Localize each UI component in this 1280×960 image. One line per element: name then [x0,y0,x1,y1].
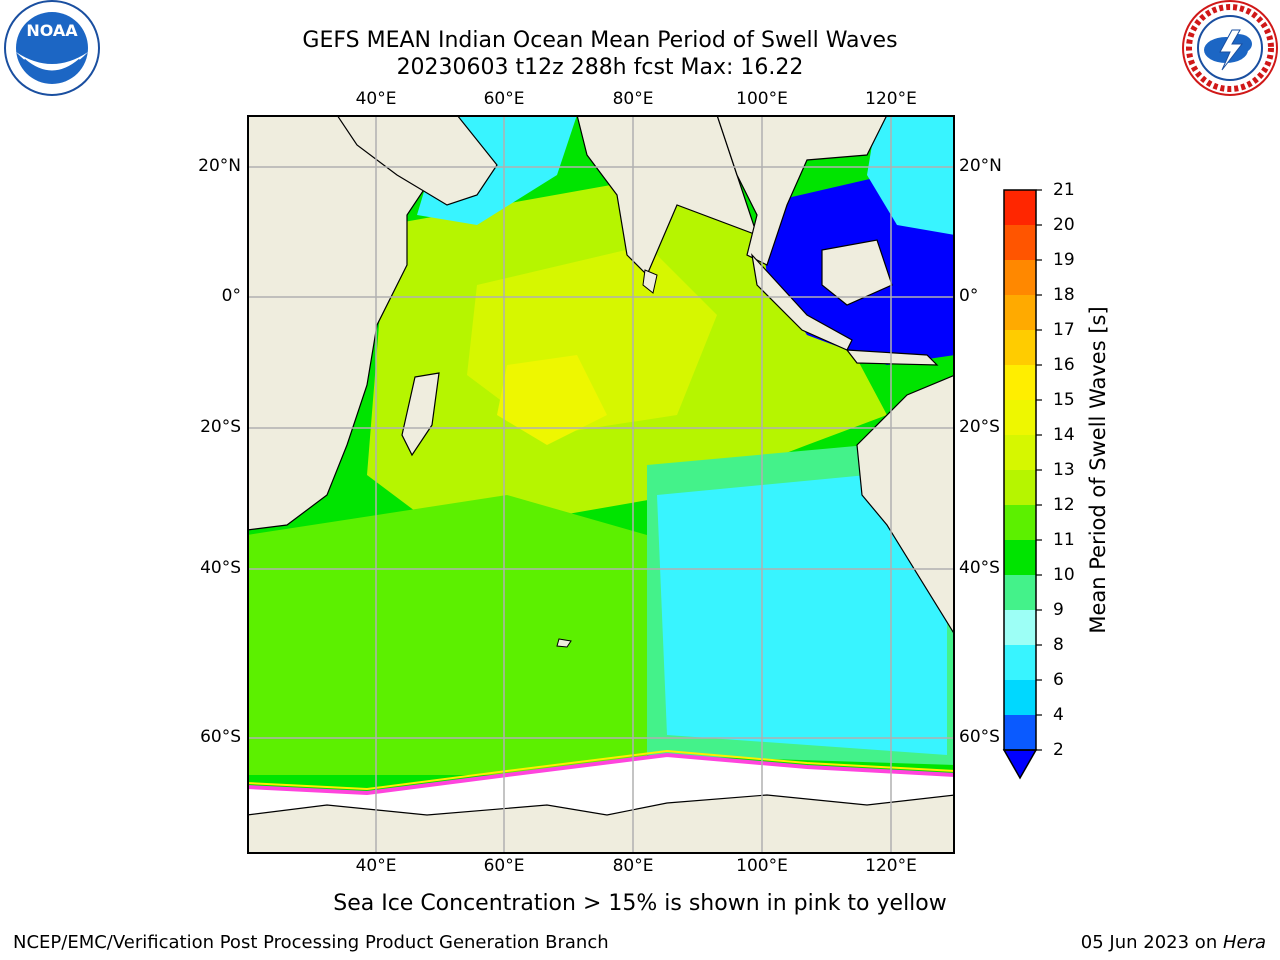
land-seasia [716,115,888,266]
swell-zone-pacific [867,115,955,235]
lat-tick-right-20s: 20°S [959,417,1000,437]
lat-tick-right-40s: 40°S [959,558,1000,578]
sea-ice-edge [247,752,955,796]
land-borneo [821,239,893,306]
colorbar-tick-label: 9 [1053,600,1064,620]
colorbar-tick-label: 12 [1053,495,1075,515]
colorbar-segment [1004,470,1036,505]
footer-date: 05 Jun 2023 on Hera [1081,932,1266,953]
colorbar-segment [1004,610,1036,645]
swell-zone-lowest [657,475,947,755]
colorbar-tick-label: 4 [1053,705,1064,725]
map-subtitle: 20230603 t12z 288h fcst Max: 16.22 [396,55,804,80]
noaa-logo: NOAA [4,0,100,96]
lat-tick-right-20n: 20°N [959,156,1002,176]
lon-tick-bottom-120e: 120°E [865,856,917,876]
land-madagascar [401,372,440,457]
colorbar-segment [1004,330,1036,365]
colorbar-tick-label: 20 [1053,215,1075,235]
colorbar-tick-label: 15 [1053,390,1075,410]
colorbar-segment [1004,540,1036,575]
colorbar-segment [1004,365,1036,400]
colorbar-segment [1004,225,1036,260]
map-frame [247,115,955,854]
svg-text:NOAA: NOAA [26,21,78,40]
colorbar-tick-label: 11 [1053,530,1075,550]
colorbar-label: Mean Period of Swell Waves [s] [1086,306,1110,634]
footer-machine: Hera [1222,932,1266,953]
colorbar-segment [1004,190,1036,225]
land-kerguelen [556,638,572,648]
colorbar-tick-label: 17 [1053,320,1075,340]
land-antarctica [247,794,955,854]
colorbar-segment [1004,575,1036,610]
colorbar-segment [1004,680,1036,715]
lat-tick-left-0: 0° [221,286,241,306]
colorbar-tick-label: 13 [1053,460,1075,480]
lat-tick-left-20s: 20°S [200,417,241,437]
colorbar-segment [1004,645,1036,680]
colorbar-tick-label: 19 [1053,250,1075,270]
lat-tick-left-40s: 40°S [200,558,241,578]
colorbar-tick-label: 18 [1053,285,1075,305]
land-srilanka [642,269,658,294]
swell-zone-mid [247,495,647,775]
footer-date-text: 05 Jun 2023 on [1080,932,1223,953]
map-panel [247,115,955,854]
colorbar-segment [1004,400,1036,435]
colorbar-segment [1004,435,1036,470]
land-australia [856,374,955,637]
lon-tick-top-40e: 40°E [355,89,397,109]
footer-credit: NCEP/EMC/Verification Post Processing Pr… [13,932,609,953]
lon-tick-bottom-40e: 40°E [355,856,397,876]
lon-tick-bottom-60e: 60°E [483,856,525,876]
land-arabia [336,115,498,206]
colorbar-segment [1004,260,1036,295]
lat-tick-right-60s: 60°S [959,727,1000,747]
colorbar-tick-label: 6 [1053,670,1064,690]
lon-tick-top-80e: 80°E [612,89,654,109]
lon-tick-bottom-100e: 100°E [736,856,788,876]
swell-zone-max [497,355,607,445]
nws-logo [1182,0,1278,96]
sea-ice-note: Sea Ice Concentration > 15% is shown in … [333,891,947,916]
sea-ice-edge-yellow [247,749,955,791]
colorbar-tick-label: 14 [1053,425,1075,445]
lon-tick-top-60e: 60°E [483,89,525,109]
colorbar-tick-label: 10 [1053,565,1075,585]
colorbar-tick-label: 2 [1053,740,1064,760]
gridlines [247,115,955,854]
colorbar-segment [1004,715,1036,750]
lat-tick-right-0: 0° [959,286,979,306]
lon-tick-top-100e: 100°E [736,89,788,109]
colorbar-under-arrow [1002,749,1038,780]
map-title: GEFS MEAN Indian Ocean Mean Period of Sw… [302,28,898,53]
land-java [845,349,939,366]
lat-tick-left-20n: 20°N [198,156,241,176]
lon-tick-bottom-80e: 80°E [612,856,654,876]
colorbar-segment [1004,295,1036,330]
colorbar-tick-label: 8 [1053,635,1064,655]
lon-tick-top-120e: 120°E [865,89,917,109]
lat-tick-left-60s: 60°S [200,727,241,747]
colorbar [1002,189,1042,780]
colorbar-tick-label: 16 [1053,355,1075,375]
colorbar-tick-label: 21 [1053,180,1075,200]
colorbar-segment [1004,505,1036,540]
